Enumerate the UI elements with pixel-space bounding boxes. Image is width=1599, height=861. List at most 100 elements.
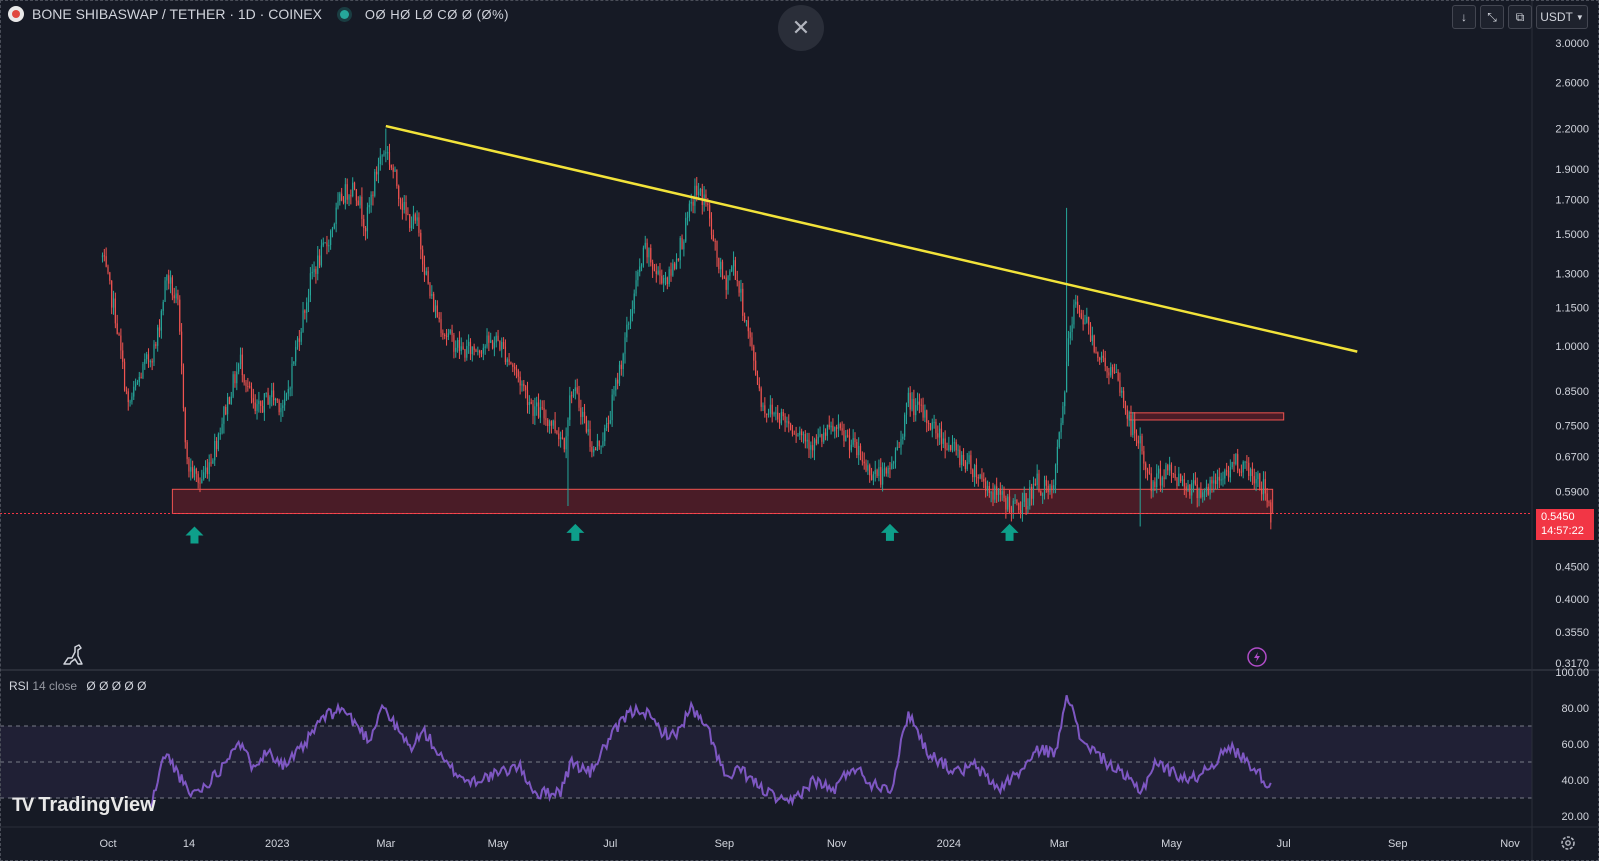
candle <box>753 344 755 371</box>
candle <box>261 400 264 413</box>
time-tick-label: Sep <box>715 838 735 850</box>
candle <box>151 358 153 371</box>
symbol-header[interactable]: BONE SHIBASWAP / TETHER · 1D · COINEX OØ… <box>8 6 509 22</box>
candle <box>469 338 472 361</box>
candle <box>1036 464 1038 490</box>
settings-gear-icon[interactable] <box>1561 836 1575 850</box>
candle <box>710 212 713 240</box>
candle <box>1156 464 1158 494</box>
candle <box>1049 483 1051 495</box>
candle <box>594 446 597 451</box>
tradingview-watermark[interactable]: TV TradingView <box>12 794 156 817</box>
candle <box>1209 476 1211 500</box>
currency-selector[interactable]: USDT ▼ <box>1536 5 1588 29</box>
candle <box>326 235 328 255</box>
candle <box>348 194 350 206</box>
candle <box>929 422 932 431</box>
candle <box>729 269 731 281</box>
candle <box>125 386 127 395</box>
arrow-up-icon[interactable] <box>880 523 899 541</box>
candle <box>561 429 564 440</box>
candle <box>1216 469 1219 490</box>
bar-countdown: 14:57:22 <box>1541 525 1584 537</box>
candle <box>116 314 118 335</box>
price-tick-label: 1.5000 <box>1555 229 1589 241</box>
candle <box>1266 488 1268 508</box>
candle <box>751 332 753 351</box>
candle <box>302 301 304 333</box>
resistance-zone[interactable] <box>1128 412 1285 421</box>
arrow-up-icon[interactable] <box>1000 523 1019 541</box>
candle <box>101 252 104 263</box>
candle <box>1170 462 1173 483</box>
candle <box>937 425 939 446</box>
candle <box>447 328 449 341</box>
candle <box>1176 476 1178 490</box>
candle <box>560 431 562 448</box>
candle <box>514 362 516 376</box>
candle <box>1137 435 1139 449</box>
candle <box>881 462 884 492</box>
candle <box>230 391 232 405</box>
candle <box>260 400 262 413</box>
candle <box>688 200 691 222</box>
screen-button[interactable]: ⧉ <box>1508 5 1532 29</box>
candle <box>845 429 847 442</box>
candle <box>252 388 254 409</box>
candle <box>611 388 613 427</box>
candle <box>456 337 459 353</box>
trendline[interactable] <box>385 124 1358 353</box>
candle <box>804 430 806 449</box>
time-tick-label: Sep <box>1388 838 1408 850</box>
arrow-down-button[interactable]: ↓ <box>1452 5 1476 29</box>
candle <box>444 333 446 340</box>
candle <box>523 379 525 392</box>
symbol-title[interactable]: BONE SHIBASWAP / TETHER · 1D · COINEX <box>32 6 322 22</box>
candle <box>394 166 396 172</box>
candle <box>1102 349 1104 363</box>
dino-icon[interactable] <box>63 644 83 665</box>
candle <box>436 300 438 318</box>
candle <box>891 456 893 470</box>
candle <box>1192 473 1195 493</box>
candle <box>1222 471 1224 487</box>
candle <box>1099 356 1101 365</box>
candle <box>766 413 768 423</box>
candle <box>1261 481 1263 501</box>
candle <box>859 443 862 461</box>
candle <box>217 432 219 452</box>
candle <box>817 428 819 445</box>
close-button[interactable]: ✕ <box>778 5 824 51</box>
candle <box>714 238 716 251</box>
candle <box>758 377 760 392</box>
collapse-button[interactable]: ⤡ <box>1480 5 1504 29</box>
candle <box>129 399 131 407</box>
arrow-up-icon[interactable] <box>185 526 204 544</box>
time-tick-label: Mar <box>376 838 395 850</box>
lightning-icon[interactable] <box>1247 647 1267 667</box>
candle <box>913 389 915 423</box>
rsi-legend[interactable]: RSI 14 close Ø Ø Ø Ø Ø <box>9 679 146 693</box>
candle <box>269 395 271 409</box>
candle <box>144 353 146 370</box>
candle <box>468 334 470 354</box>
candle <box>1113 363 1116 374</box>
candle <box>839 422 841 431</box>
candle <box>812 436 814 458</box>
candle <box>1095 346 1097 354</box>
arrow-up-icon[interactable] <box>566 523 585 541</box>
candle <box>416 210 418 227</box>
candle <box>545 409 547 426</box>
candle <box>1023 486 1025 507</box>
support-zone[interactable] <box>171 488 1274 515</box>
candle <box>806 432 808 449</box>
candle <box>1145 461 1147 479</box>
candle <box>698 182 700 201</box>
candle <box>580 399 582 425</box>
candle <box>197 471 199 489</box>
candle <box>1163 469 1165 488</box>
candle <box>1128 410 1130 427</box>
candle <box>1169 456 1171 476</box>
candle <box>1244 460 1246 469</box>
